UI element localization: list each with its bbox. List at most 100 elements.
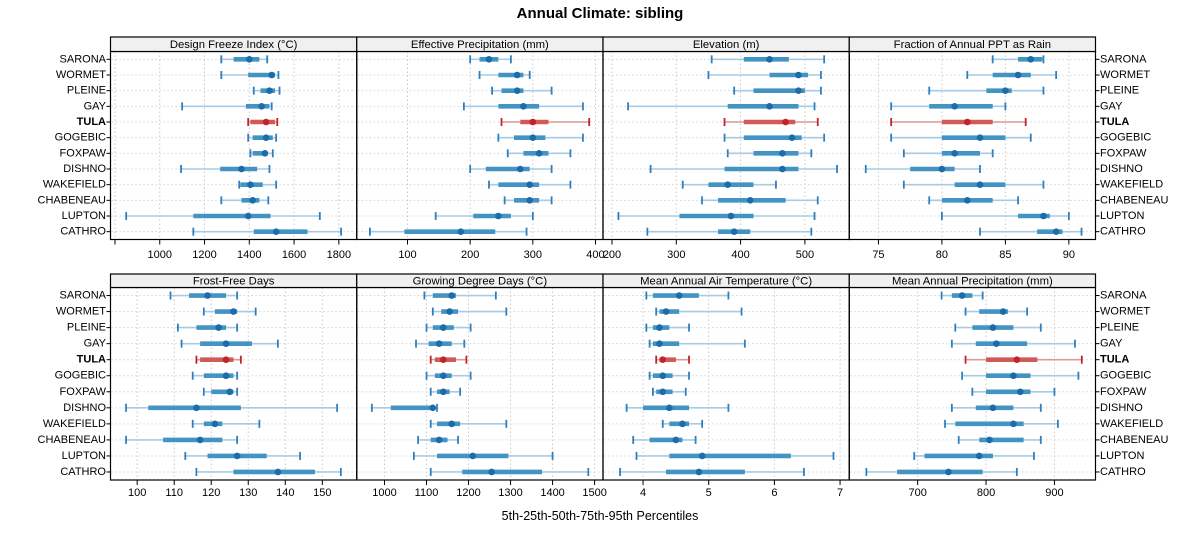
percentile-row-foxpaw [506,149,572,158]
panel-border [356,286,604,481]
median-dot [226,388,234,396]
percentile-row-wormet [478,71,531,79]
site-label-right-foxpaw: FOXPAW [1100,147,1147,159]
panel-border [602,286,850,481]
median-dot [446,308,453,315]
percentile-row-gay [180,339,279,348]
percentile-row-gay [181,102,273,111]
median-dot [513,87,521,94]
site-label-right-chabeneau: CHABENEAU [1100,434,1169,446]
panel-border [848,286,1097,481]
median-dot [261,150,269,157]
percentile-row-sarona [991,55,1045,64]
percentile-row-chabeneau [125,435,239,444]
percentile-row-pleine [491,86,553,95]
panel-border [109,50,358,241]
percentile-row-gogebic [425,371,472,380]
site-label-left-cathro: CATHRO [60,466,106,478]
percentile-row-lupton [413,451,554,460]
percentile-row-tula [964,355,1083,364]
percentile-row-gogebic [723,133,826,142]
median-dot [469,452,477,460]
median-dot [976,181,984,188]
median-dot [485,56,493,63]
panel-mean-annual-precipitation-mm: Mean Annual Precipitation (mm) 700 800 900 [848,273,1100,499]
panel-border [109,286,358,481]
median-dot [193,404,200,412]
percentile-row-sarona [423,291,497,300]
median-dot [272,228,280,235]
panel-frost-free-days: Frost-Free Days 100 110 120 130 140 150 [106,273,358,499]
percentile-row-dishno [625,403,730,412]
site-label-right-cathro: CATHRO [1100,466,1146,478]
median-dot [526,181,533,188]
percentile-row-sarona [169,291,239,300]
x-tick-label: 1000 [372,487,396,499]
site-label-left-foxpaw: FOXPAW [60,147,107,159]
percentile-row-wormet [707,71,822,79]
strip-title: Fraction of Annual PPT as Rain [894,39,1051,51]
median-dot [1010,420,1017,428]
median-dot [262,118,270,126]
site-label-left-tula: TULA [77,116,106,128]
x-tick-label: 130 [239,487,257,499]
x-tick-label: 500 [796,249,814,261]
percentile-row-wakefield [191,419,261,428]
x-tick-label: 200 [461,249,479,261]
percentile-row-tula [429,355,468,364]
median-dot [440,388,447,396]
site-label-right-sarona: SARONA [1100,290,1147,302]
strip-header [848,36,1097,53]
percentile-row-tula [723,118,819,126]
median-dot [529,118,537,126]
percentile-row-pleine [645,323,690,332]
strip-title: Mean Annual Precipitation (mm) [892,275,1053,287]
median-dot [457,228,465,235]
x-tick-label: 300 [524,249,542,261]
percentile-row-lupton [913,451,1035,460]
percentile-row-lupton [617,212,816,220]
median-dot [656,324,663,331]
median-dot [779,165,786,173]
median-dot [448,292,456,299]
percentile-row-sarona [645,291,730,300]
percentile-row-tula [247,118,279,126]
median-dot [730,228,738,235]
median-dot [659,388,667,396]
median-dot [440,356,447,363]
x-tick-label: 80 [936,249,948,261]
median-dot [233,452,241,460]
percentile-row-gay [950,339,1076,348]
median-dot [245,56,253,63]
median-dot [666,404,673,412]
median-dot [963,118,971,126]
median-dot [662,308,670,315]
median-dot [724,181,732,188]
median-dot [1052,228,1060,235]
median-dot [526,197,533,204]
percentile-row-gogebic [648,371,690,380]
percentile-row-gogebic [191,371,239,380]
median-dot [1016,388,1024,396]
percentile-row-lupton [941,212,1070,220]
percentile-row-gay [648,339,746,348]
median-dot [222,372,230,380]
x-tick-label: 800 [977,487,995,499]
median-dot [989,324,997,331]
median-dot [999,308,1007,315]
x-tick-label: 75 [872,249,884,261]
median-dot [672,436,680,444]
median-dot [520,103,527,110]
median-dot [659,372,667,380]
x-tick-label: 140 [276,487,294,499]
percentile-row-chabeneau [701,196,819,205]
site-label-right-gogebic: GOGEBIC [1100,132,1151,144]
percentiles-footer-label: 5th-25th-50th-75th-95th Percentiles [501,509,699,523]
percentile-row-lupton [434,212,534,220]
site-label-left-dishno: DISHNO [63,402,106,414]
panel-mean-annual-air-temperature-c: Mean Annual Air Temperature (°C) 4 5 6 7 [602,273,850,499]
x-tick-label: 1000 [148,249,172,261]
percentile-row-lupton [184,451,301,460]
site-label-left-chabeneau: CHABENEAU [38,434,107,446]
